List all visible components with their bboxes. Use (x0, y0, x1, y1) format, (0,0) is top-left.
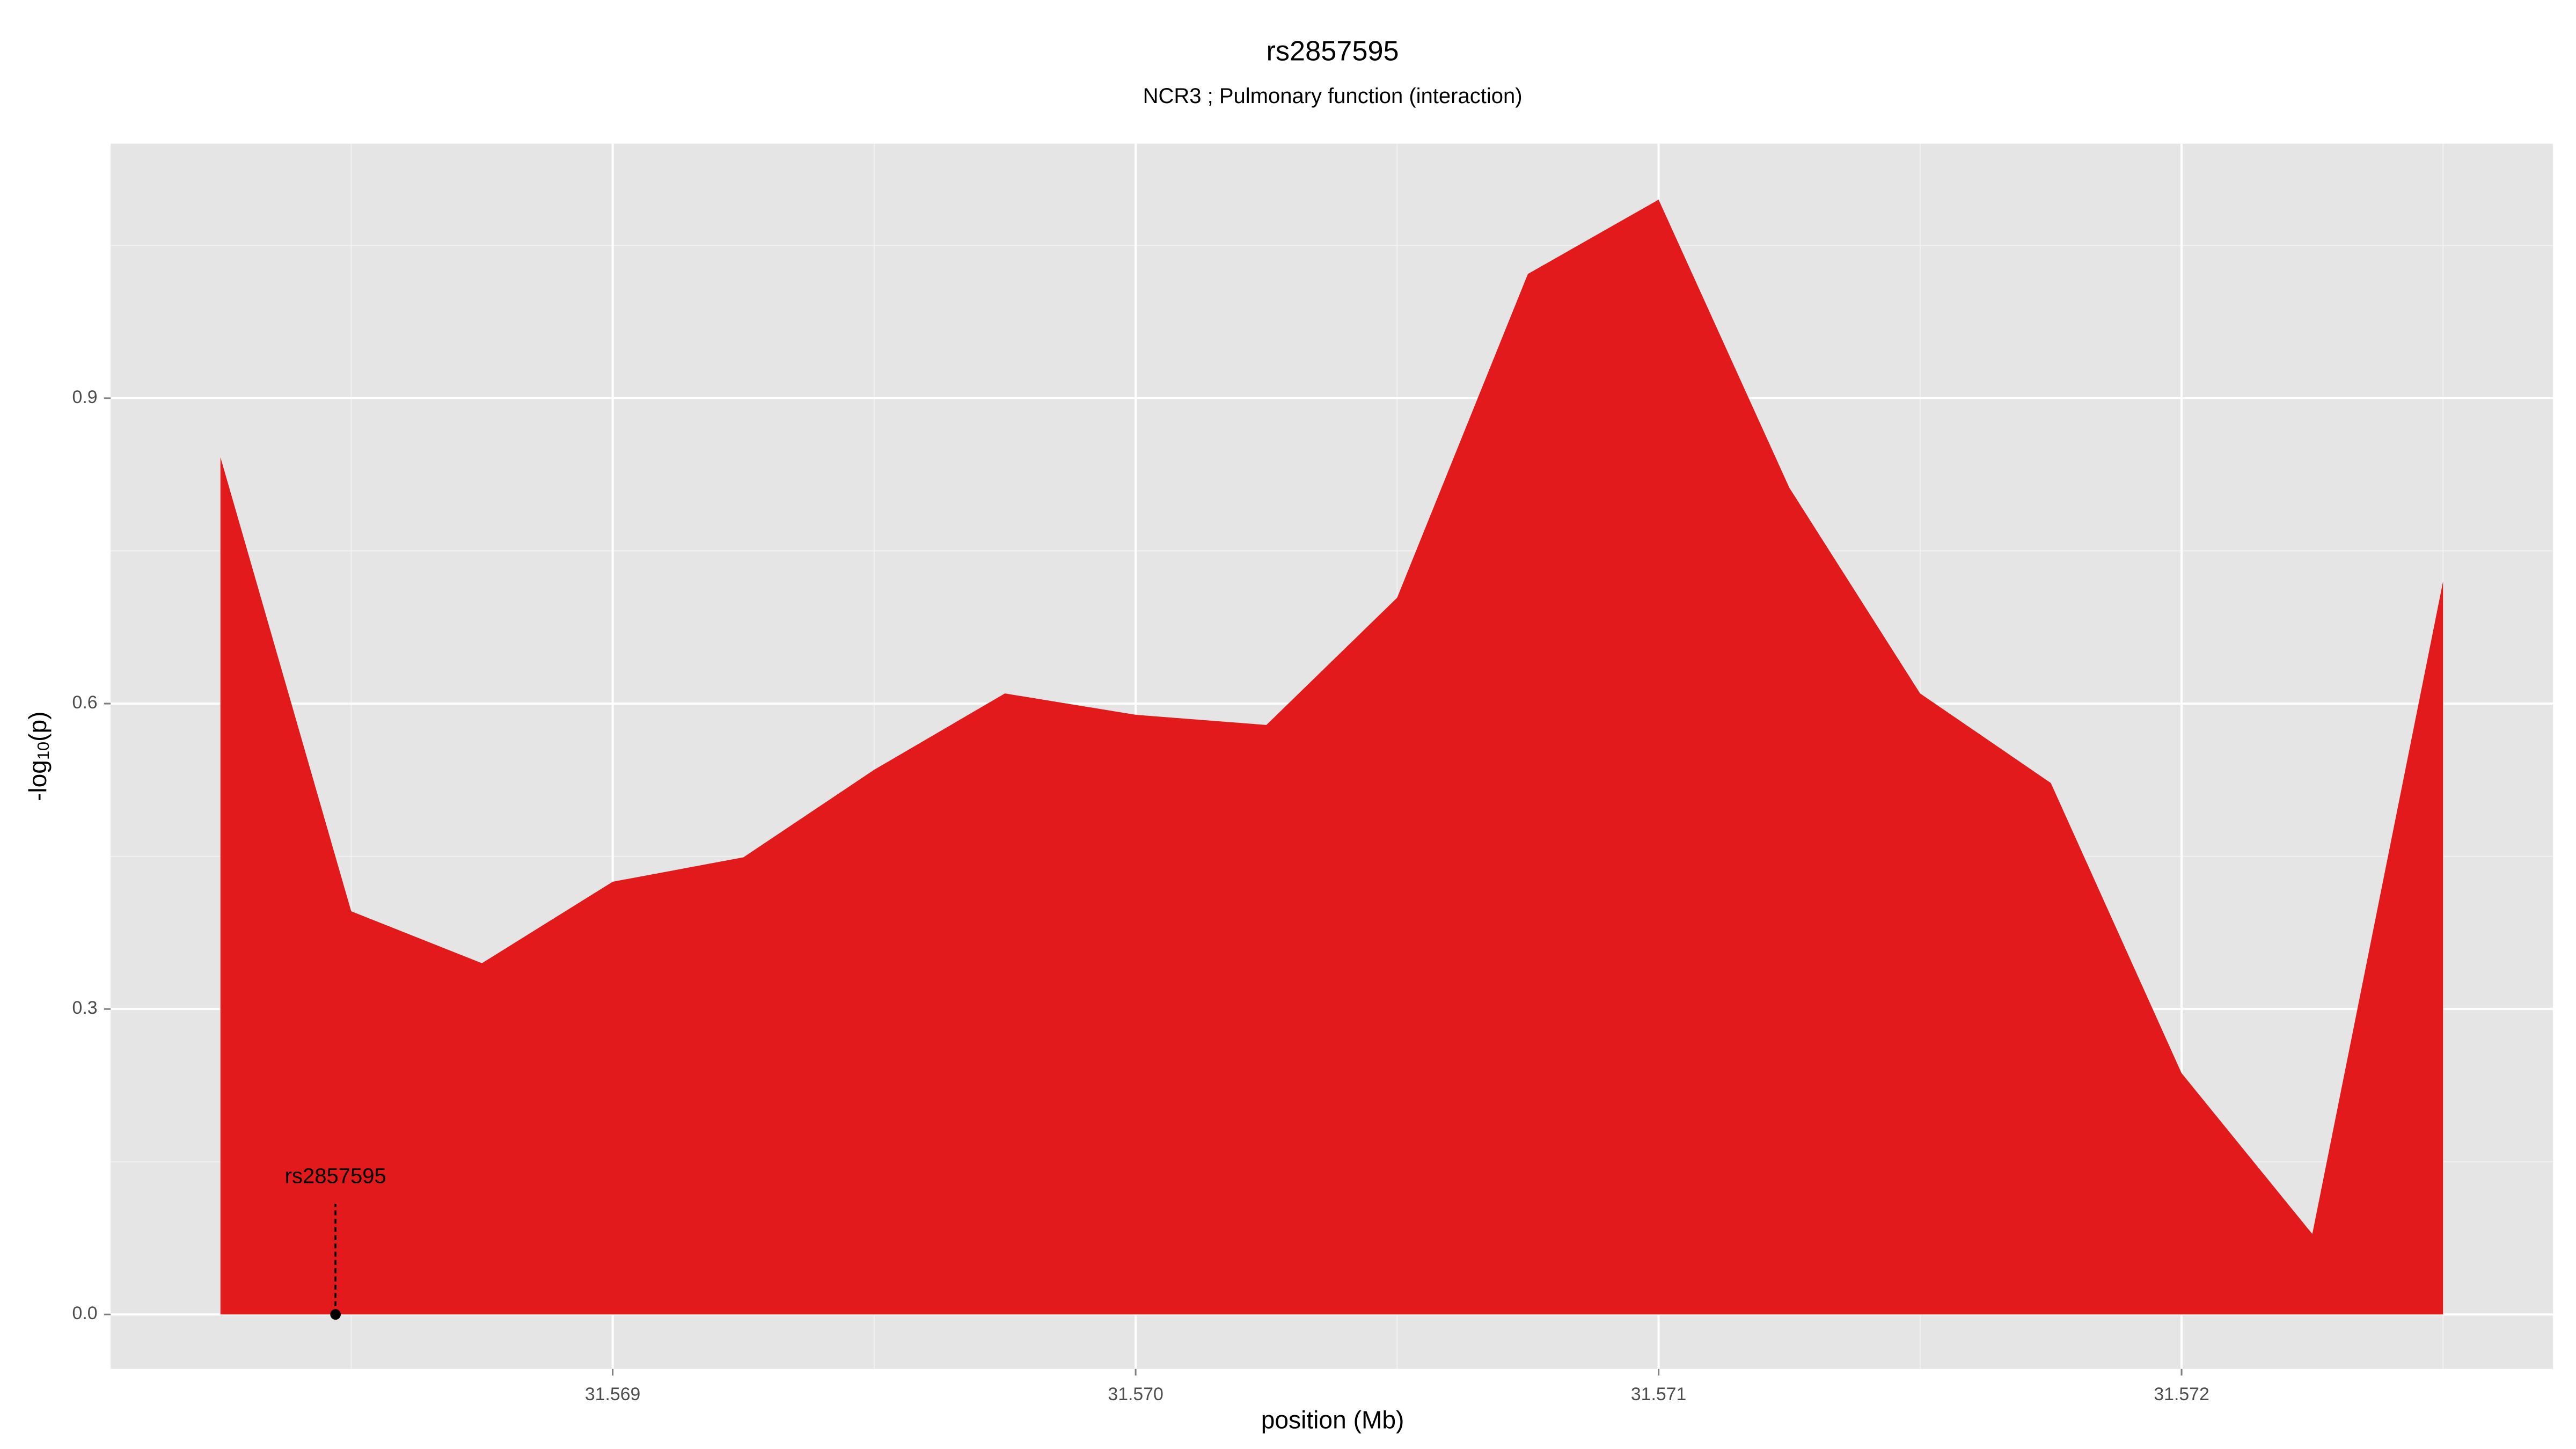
chart-subtitle: NCR3 ; Pulmonary function (interaction) (1143, 84, 1523, 108)
y-tick-label: 0.9 (72, 387, 98, 407)
x-tick-label: 31.570 (1108, 1384, 1163, 1404)
x-tick-label: 31.572 (2154, 1384, 2209, 1404)
x-axis-label: position (Mb) (1261, 1406, 1404, 1433)
y-label-suffix: (p) (24, 711, 52, 741)
y-label-text: -log (24, 760, 52, 801)
y-tick-label: 0.0 (72, 1303, 98, 1323)
y-tick-label: 0.6 (72, 692, 98, 713)
x-tick-label: 31.569 (585, 1384, 640, 1404)
chart-title: rs2857595 (1266, 35, 1399, 67)
y-tick-label: 0.3 (72, 998, 98, 1018)
y-axis-label: -log10(p) (24, 711, 53, 801)
x-tick-label: 31.571 (1631, 1384, 1686, 1404)
area (220, 200, 2443, 1315)
annotation-label: rs2857595 (285, 1164, 386, 1188)
y-label-subscript: 10 (34, 742, 53, 760)
annotation-point (330, 1309, 341, 1320)
